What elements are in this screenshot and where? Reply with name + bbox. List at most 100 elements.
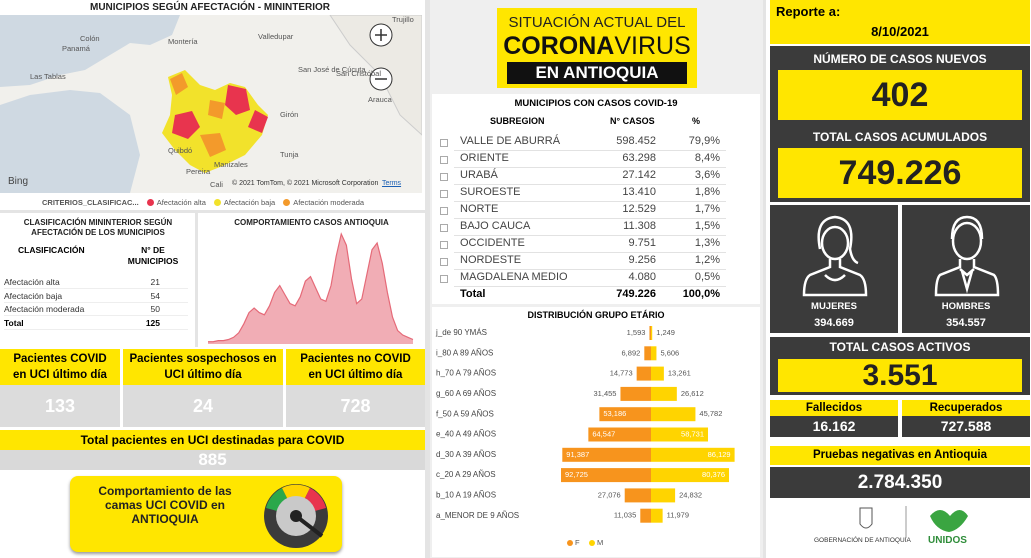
y-tick-label: j_de 90 YMÁS xyxy=(435,328,487,337)
data-label: 1,249 xyxy=(656,328,675,337)
legend-label: M xyxy=(597,538,603,547)
women-icon xyxy=(802,215,868,297)
row-line xyxy=(4,288,188,289)
data-label: 92,725 xyxy=(565,470,588,479)
report-date: 8/10/2021 xyxy=(871,24,929,39)
map-attribution: © 2021 TomTom, © 2021 Microsoft Corporat… xyxy=(232,180,379,187)
map-label: Girón xyxy=(280,110,298,119)
table-row-line xyxy=(454,252,726,253)
table-cell: 100,0% xyxy=(682,288,720,300)
table-cell: Total xyxy=(4,317,24,328)
bar xyxy=(651,427,709,442)
table-cell: Afectación baja xyxy=(4,290,63,301)
map-terms[interactable]: Terms xyxy=(382,180,402,187)
legend-title: CRITERIOS_CLASIFICAC... xyxy=(42,198,139,207)
table-cell: SUROESTE xyxy=(460,186,521,198)
button-label[interactable]: Comportamiento de las camas UCI COVID en… xyxy=(98,484,232,526)
y-tick-label: d_30 A 39 AÑOS xyxy=(436,450,496,459)
men-label: HOMBRES xyxy=(941,301,991,312)
table-cell: 27.142 xyxy=(622,169,656,181)
expand-icon xyxy=(440,207,448,215)
uci-card-value: 133 xyxy=(0,385,120,427)
table-row-line xyxy=(454,269,726,270)
legend-label: Afectación alta xyxy=(156,198,206,207)
data-label: 91,387 xyxy=(566,450,589,459)
table-row-line xyxy=(454,150,726,151)
map-label: San José de Cúcuta xyxy=(298,65,366,74)
header-corona: CORONA xyxy=(503,32,615,60)
data-label: 5,606 xyxy=(660,348,679,357)
bar xyxy=(651,508,663,523)
table-header: % xyxy=(692,116,701,126)
table-cell: 1,5% xyxy=(694,220,720,232)
table-cell: 50 xyxy=(150,304,160,314)
logo-right: UNIDOS xyxy=(928,535,967,546)
table-cell: 1,7% xyxy=(694,203,720,215)
y-tick-label: h_70 A 79 AÑOS xyxy=(436,369,496,378)
bar xyxy=(636,366,651,381)
report-box: Reporte a: 8/10/2021 xyxy=(770,0,1030,44)
uci-total-label: Total pacientes en UCI destinadas para C… xyxy=(0,430,425,450)
data-label: 45,782 xyxy=(699,409,722,418)
negative-label: Pruebas negativas en Antioquia xyxy=(770,446,1030,465)
table-cell: BAJO CAUCA xyxy=(460,220,531,232)
expand-icon xyxy=(440,224,448,232)
bar xyxy=(651,468,730,483)
table-cell: 12.529 xyxy=(622,203,656,215)
table-row-line xyxy=(454,303,726,304)
uci-total-value: 885 xyxy=(0,450,425,470)
map-label: Las Tablas xyxy=(30,72,66,81)
data-label: 26,612 xyxy=(681,389,704,398)
map-title: MUNICIPIOS SEGÚN AFECTACIÓN - MININTERIO… xyxy=(90,2,330,13)
uci-card-label: Pacientes COVID en UCI último día xyxy=(0,349,120,385)
expand-icon xyxy=(440,241,448,249)
map-label: Manizales xyxy=(214,160,248,169)
expand-icon xyxy=(440,156,448,164)
bar xyxy=(651,366,664,381)
bar xyxy=(651,407,696,422)
bar xyxy=(620,386,651,401)
uci-card-label: Pacientes sospechosos en UCI último día xyxy=(123,349,283,385)
data-label: 53,186 xyxy=(603,409,626,418)
table-row-line xyxy=(454,201,726,202)
legend-label: Afectación moderada xyxy=(293,198,365,207)
expand-icon xyxy=(440,258,448,266)
data-label: 31,455 xyxy=(594,389,617,398)
table-cell: 21 xyxy=(150,277,160,287)
table-cell: VALLE DE ABURRÁ xyxy=(460,135,561,147)
expand-icon xyxy=(440,275,448,283)
y-tick-label: a_MENOR DE 9 AÑOS xyxy=(436,511,519,520)
table-row-line xyxy=(454,167,726,168)
expand-icon xyxy=(440,139,448,147)
y-tick-label: f_50 A 59 AÑOS xyxy=(436,409,494,418)
table-cell: 1,2% xyxy=(694,254,720,266)
men-panel: HOMBRES 354.557 xyxy=(902,205,1030,333)
bar xyxy=(599,407,651,422)
table-cell: 749.226 xyxy=(616,288,656,300)
data-label: 1,593 xyxy=(627,328,646,337)
legend-swatch xyxy=(146,199,154,206)
map-label: San Cristóbal xyxy=(336,69,381,78)
men-value: 354.557 xyxy=(946,317,986,329)
logo-left: GOBERNACIÓN DE ANTIOQUIA xyxy=(814,537,911,544)
map-label: Cali xyxy=(210,180,223,189)
expand-icon xyxy=(440,173,448,181)
deaths-value: 16.162 xyxy=(770,416,898,437)
table-cell: URABÁ xyxy=(460,169,498,181)
deaths-label: Fallecidos xyxy=(770,400,898,416)
legend-item: Afectación alta xyxy=(146,198,206,207)
table-cell: Afectación alta xyxy=(4,277,60,287)
table-cell: 9.256 xyxy=(628,254,656,266)
gauge-icon[interactable] xyxy=(252,478,338,550)
data-label: 14,773 xyxy=(610,369,633,378)
map-legend: CRITERIOS_CLASIFICAC... Afectación alta A… xyxy=(42,198,364,207)
table-cell: 598.452 xyxy=(616,135,656,147)
y-tick-label: b_10 A 19 AÑOS xyxy=(436,491,496,500)
table-cell: 8,4% xyxy=(694,152,720,164)
table-cell: 54 xyxy=(150,290,160,301)
table-cell: 1,8% xyxy=(694,186,720,198)
men-icon xyxy=(934,215,1000,297)
uci-button[interactable]: Comportamiento de las camas UCI COVID en… xyxy=(70,476,342,552)
